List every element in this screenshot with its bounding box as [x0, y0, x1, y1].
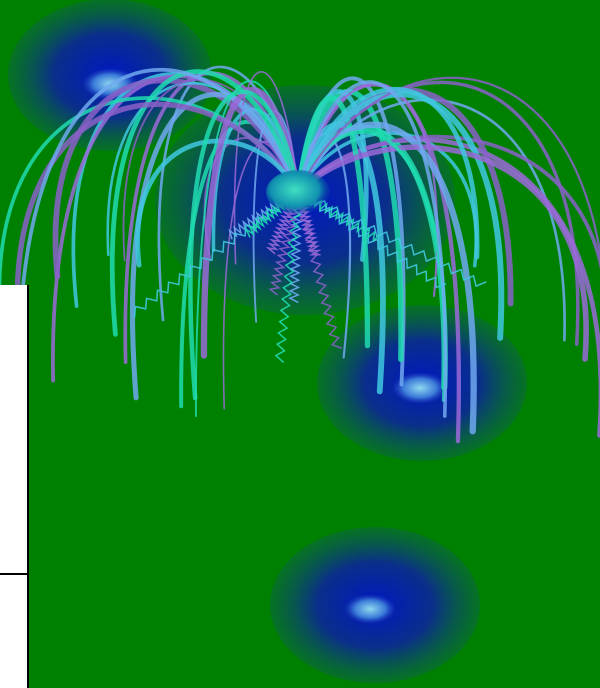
tendril: [294, 191, 343, 349]
tendril: [233, 71, 299, 265]
tendril: [295, 144, 589, 362]
panel: [0, 285, 28, 688]
jellyfish-core: [266, 170, 330, 214]
tendril: [133, 191, 299, 318]
tendril: [295, 95, 371, 349]
tendrils: [0, 65, 600, 444]
tendril: [296, 134, 600, 271]
tendril: [130, 91, 301, 401]
tendril: [295, 86, 480, 260]
tendril: [14, 101, 301, 336]
tendril: [297, 191, 447, 289]
blob-spot: [344, 594, 396, 624]
side-panel: [0, 285, 29, 688]
tendril: [17, 67, 300, 397]
tendril: [109, 69, 301, 337]
tendril: [274, 191, 302, 363]
tendril: [135, 138, 301, 268]
tendril: [297, 191, 487, 288]
tendril: [296, 80, 448, 418]
tendril: [296, 76, 600, 262]
blob-spot: [392, 372, 448, 404]
